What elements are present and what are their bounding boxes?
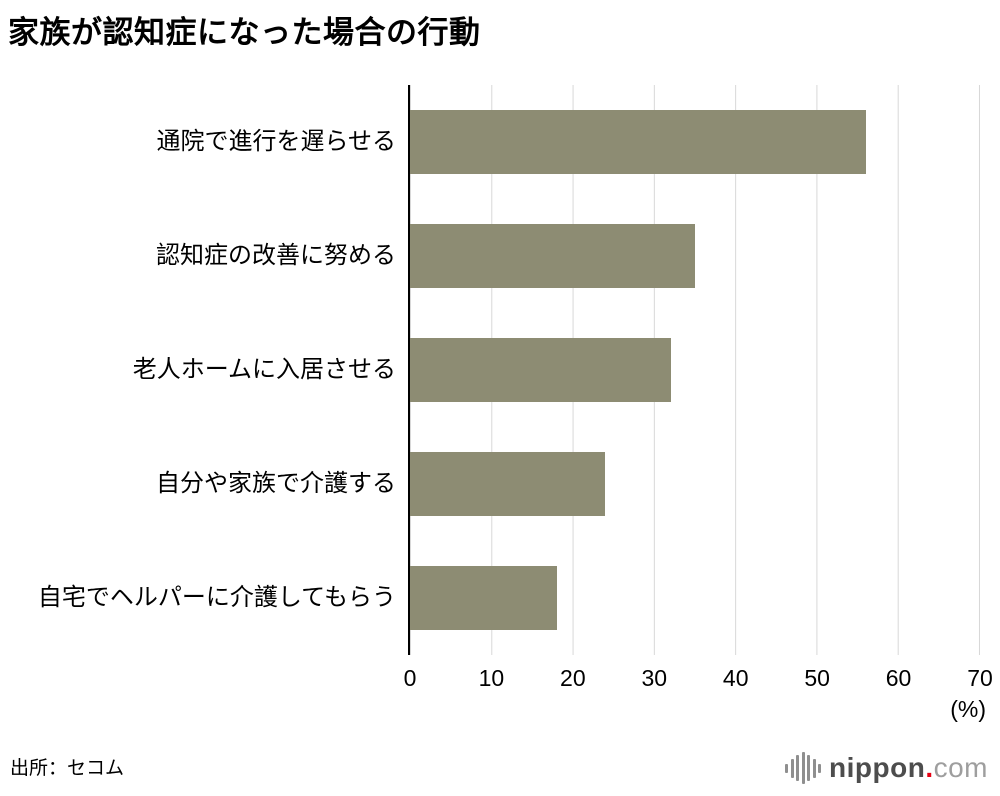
nippon-logo: nippon.com — [785, 752, 988, 784]
source-note: 出所：セコム — [10, 758, 125, 779]
chart-row: 老人ホームに入居させる — [0, 313, 1000, 427]
x-tick-label: 60 — [885, 665, 912, 692]
logo-com: com — [933, 752, 988, 783]
x-tick-label: 70 — [967, 665, 993, 692]
bar-track — [410, 566, 980, 631]
bar-track — [410, 338, 980, 403]
bar — [410, 452, 606, 517]
bar — [410, 566, 557, 631]
soundwave-icon — [785, 752, 822, 784]
bar — [410, 110, 866, 175]
logo-nippon: nippon — [829, 752, 926, 783]
x-tick-label: 50 — [804, 665, 830, 692]
chart-title: 家族が認知症になった場合の行動 — [8, 15, 481, 50]
category-label: 自宅でヘルパーに介護してもらう — [37, 584, 396, 612]
category-label: 自分や家族で介護する — [156, 470, 396, 498]
x-axis-ticks: 0 10 20 30 40 50 60 70 — [404, 655, 993, 693]
x-tick-label: 30 — [641, 665, 668, 692]
bar-track — [410, 452, 980, 517]
x-tick-label: 40 — [722, 665, 749, 692]
chart-area: 通院で進行を遅らせる 認知症の改善に努める老人ホームに入居させる自分や家族で介護す… — [0, 85, 1000, 725]
x-tick-label: 20 — [560, 665, 586, 692]
category-label: 通院で進行を遅らせる — [156, 128, 396, 156]
x-tick-label: 0 — [403, 665, 417, 692]
category-label: 認知症の改善に努める — [156, 242, 396, 270]
logo-dot: . — [925, 752, 934, 783]
chart-row: 認知症の改善に努める — [0, 199, 1000, 313]
chart-row: 自分や家族で介護する — [0, 427, 1000, 541]
x-axis-unit-label: (%) — [950, 696, 986, 723]
bar-track — [410, 110, 980, 175]
footer: 出所：セコム nippon.com — [10, 752, 988, 784]
bar-track — [410, 224, 980, 289]
x-tick-label: 10 — [478, 665, 505, 692]
chart-row: 自宅でヘルパーに介護してもらう — [0, 541, 1000, 655]
category-label: 老人ホームに入居させる — [132, 356, 396, 384]
bar-rows: 通院で進行を遅らせる 認知症の改善に努める老人ホームに入居させる自分や家族で介護す… — [0, 85, 1000, 655]
logo-text: nippon.com — [829, 752, 988, 784]
bar — [410, 224, 695, 289]
chart-row: 通院で進行を遅らせる — [0, 85, 1000, 199]
bar — [410, 338, 671, 403]
